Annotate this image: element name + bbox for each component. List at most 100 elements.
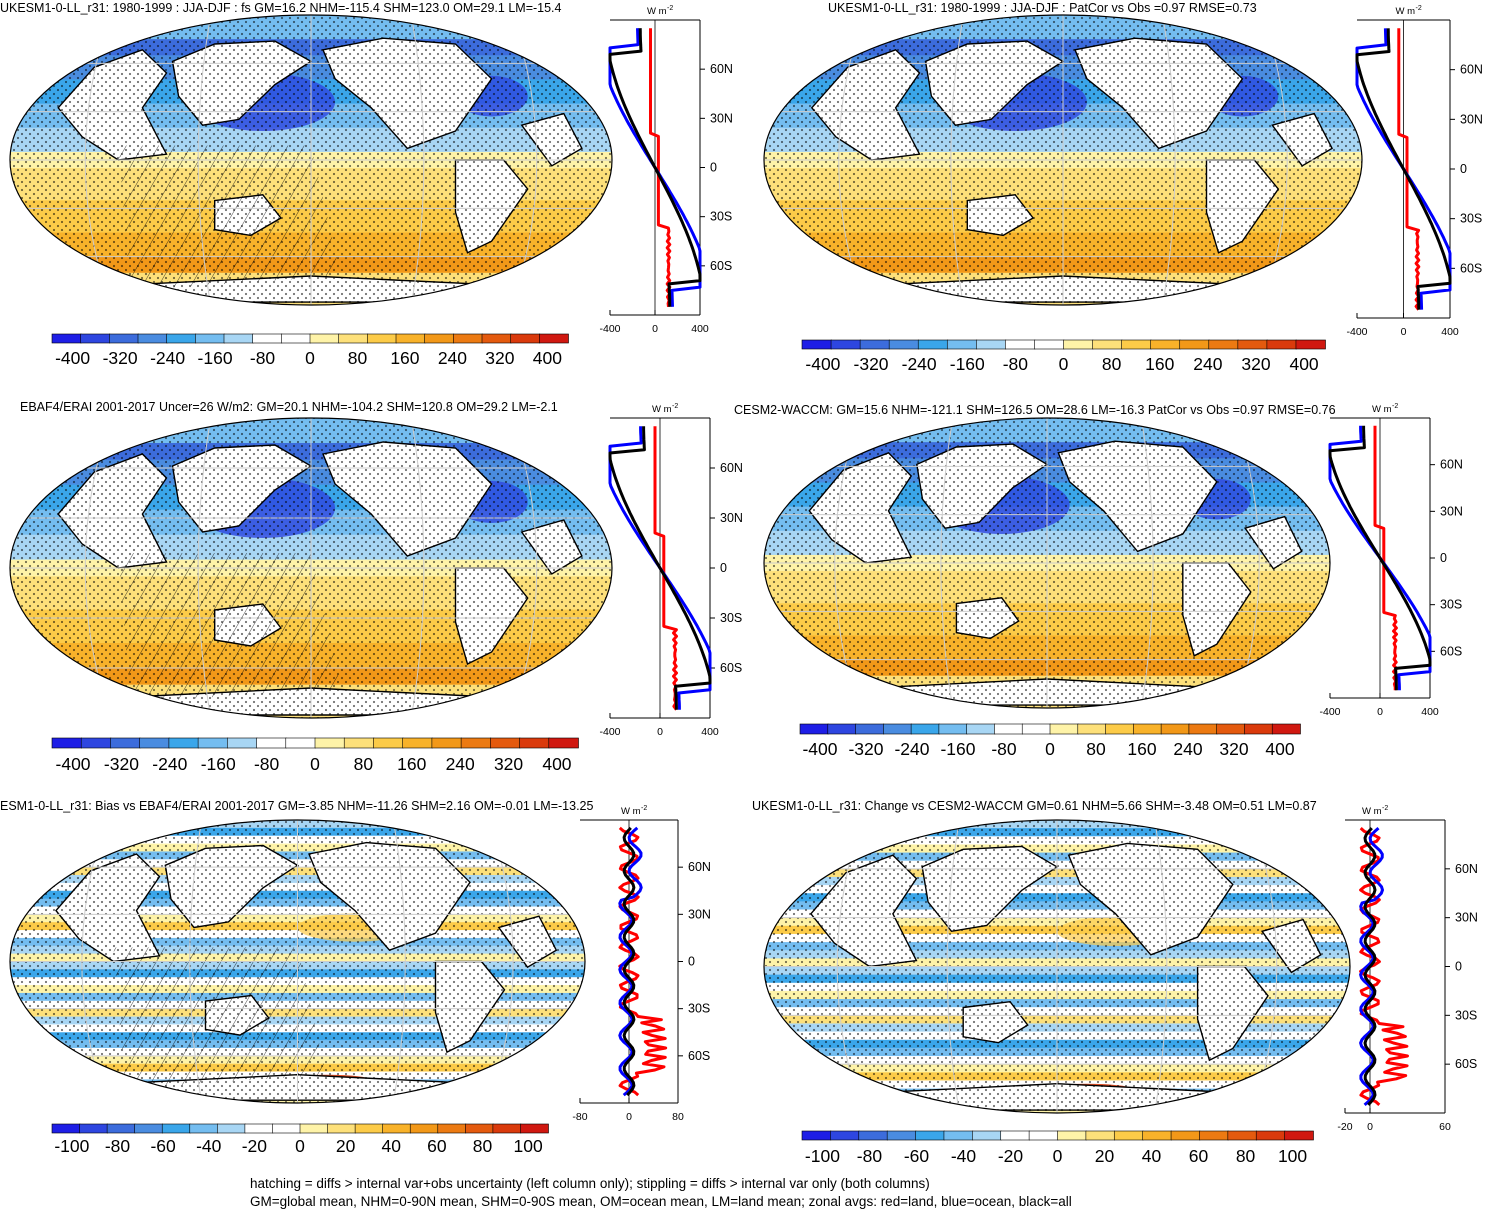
colorbar-3: -400 -320 -240 -160 -80 0 80 160 240 320 400 xyxy=(51,737,579,774)
panel-4: 60N 30N 0 30S 60S -400 0 400 W m -2 -400 -320 -240 -1… xyxy=(763,403,1463,759)
colorbar-swatch xyxy=(976,339,1007,350)
colorbar-tick-label: -80 xyxy=(991,739,1017,759)
colorbar-tick-label: 160 xyxy=(390,348,419,368)
colorbar-swatch xyxy=(490,737,521,749)
colorbar-swatch xyxy=(910,723,940,735)
footer-line-1: hatching = diffs > internal var+obs unce… xyxy=(250,1176,930,1191)
units-label: W m xyxy=(652,404,672,415)
colorbar-swatch xyxy=(1049,723,1079,735)
colorbar-tick-label: 80 xyxy=(1086,739,1106,759)
colorbar-swatch xyxy=(1021,723,1051,735)
colorbar-swatch xyxy=(1105,723,1135,735)
colorbar-swatch xyxy=(938,723,968,735)
colorbar-tick-label: -20 xyxy=(242,1136,268,1156)
units-superscript: -2 xyxy=(667,5,673,12)
colorbar-tick-label: -20 xyxy=(998,1146,1024,1166)
panel-3: 60N 30N 0 30S 60S -400 0 400 W m -2 -400 -320 -240 -1… xyxy=(9,403,743,774)
graticule-line xyxy=(1162,15,1176,305)
colorbar-swatch xyxy=(354,1123,384,1134)
colorbar-swatch xyxy=(943,1130,974,1141)
colorbar-swatch xyxy=(1121,339,1152,350)
panel-6: 60N 30N 0 30S 60S -20 0 60 W m -2 -100 -80 -60 -40 -20… xyxy=(763,805,1478,1166)
colorbar-tick-label: 240 xyxy=(1173,739,1202,759)
colorbar-swatch xyxy=(917,339,949,350)
colorbar-swatch xyxy=(437,1123,467,1134)
colorbar-swatch xyxy=(367,333,397,344)
colorbar-swatch xyxy=(256,737,287,749)
lat-tick-label: 60N xyxy=(1455,862,1478,876)
colorbar-swatch xyxy=(510,333,541,344)
colorbar-swatch xyxy=(285,737,316,749)
colorbar-tick-label: -100 xyxy=(54,1136,89,1156)
x-tick-label: 0 xyxy=(1377,706,1383,718)
x-tick-label: 400 xyxy=(1441,326,1459,338)
colorbar-tick-label: 240 xyxy=(1193,354,1222,374)
colorbar-swatch xyxy=(492,1123,522,1134)
colorbar-tick-label: -40 xyxy=(951,1146,977,1166)
zonal-mean-land xyxy=(1397,28,1421,311)
colorbar-tick-label: -80 xyxy=(105,1136,131,1156)
colorbar-swatch xyxy=(395,333,426,344)
x-tick-label: -400 xyxy=(1319,706,1340,718)
map-border xyxy=(763,14,1363,306)
panel-4-title: CESM2-WACCM: GM=15.6 NHM=-121.1 SHM=126.… xyxy=(734,403,1336,417)
colorbar-swatch xyxy=(539,333,569,344)
colorbar-swatch xyxy=(1216,723,1246,735)
colorbar-tick-label: 80 xyxy=(348,348,368,368)
lat-tick-label: 30N xyxy=(688,907,711,921)
colorbar-tick-label: 100 xyxy=(1278,1146,1307,1166)
panel-1-title: UKESM1-0-LL_r31: 1980-1999 : JJA-DJF : f… xyxy=(0,1,562,15)
units-label: W m xyxy=(621,806,641,817)
x-tick-label: 400 xyxy=(1421,706,1439,718)
lat-tick-label: 60N xyxy=(688,860,711,874)
colorbar-tick-label: -400 xyxy=(805,354,840,374)
x-tick-label: 400 xyxy=(701,726,719,738)
lat-tick-label: 30N xyxy=(1440,504,1463,518)
colorbar-tick-label: -80 xyxy=(857,1146,883,1166)
lat-tick-label: 0 xyxy=(720,561,727,575)
colorbar-tick-label: 0 xyxy=(1045,739,1055,759)
map-5 xyxy=(10,820,585,1103)
units-superscript: -2 xyxy=(672,403,678,410)
colorbar-swatch xyxy=(801,339,832,350)
colorbar-swatch xyxy=(137,333,168,344)
colorbar-swatch xyxy=(915,1130,945,1141)
colorbar-tick-label: -100 xyxy=(805,1146,840,1166)
colorbar-swatch xyxy=(883,723,912,735)
colorbar-tick-label: 60 xyxy=(427,1136,447,1156)
lat-tick-label: 60S xyxy=(1440,644,1462,658)
colorbar-swatch xyxy=(272,1123,301,1134)
zonal-panel-2: 60N 30N 0 30S 60S -400 0 400 W m -2 xyxy=(1346,5,1482,338)
x-tick-label: 0 xyxy=(652,323,658,335)
colorbar-tick-label: 400 xyxy=(1289,354,1318,374)
colorbar-tick-label: 60 xyxy=(1189,1146,1209,1166)
colorbar-swatch xyxy=(382,1123,412,1134)
colorbar-swatch xyxy=(972,1130,1002,1141)
colorbar-tick-label: 400 xyxy=(1265,739,1294,759)
colorbar-tick-label: -60 xyxy=(150,1136,176,1156)
colorbar-swatch xyxy=(994,723,1024,735)
lat-tick-label: 60S xyxy=(720,661,742,675)
colorbar-swatch xyxy=(1244,723,1274,735)
colorbar-tick-label: -240 xyxy=(150,348,185,368)
colorbar-swatch xyxy=(252,333,283,344)
colorbar-swatch xyxy=(217,1123,246,1134)
colorbar-tick-label: 0 xyxy=(1053,1146,1063,1166)
colorbar-swatch xyxy=(1005,339,1036,350)
colorbar-swatch xyxy=(1199,1130,1229,1141)
map-1 xyxy=(10,15,612,305)
colorbar-tick-label: 100 xyxy=(514,1136,543,1156)
map-3 xyxy=(10,418,612,718)
footer-line-2: GM=global mean, NHM=0-90N mean, SHM=0-90… xyxy=(250,1194,1072,1209)
colorbar-swatch xyxy=(109,333,139,344)
colorbar-tick-label: 40 xyxy=(382,1136,402,1156)
graticule-line xyxy=(1140,418,1154,708)
zonal-mean-all xyxy=(608,28,702,307)
colorbar-swatch xyxy=(1133,723,1162,735)
x-tick-label: 0 xyxy=(1367,1121,1373,1133)
x-tick-label: 400 xyxy=(691,323,709,335)
zonal-mean-all xyxy=(1363,827,1377,1106)
map-border xyxy=(9,14,613,306)
zonal-panel-1: 60N 30N 0 30S 60S -400 0 400 W m -2 xyxy=(599,5,732,335)
lat-tick-label: 60N xyxy=(720,461,743,475)
